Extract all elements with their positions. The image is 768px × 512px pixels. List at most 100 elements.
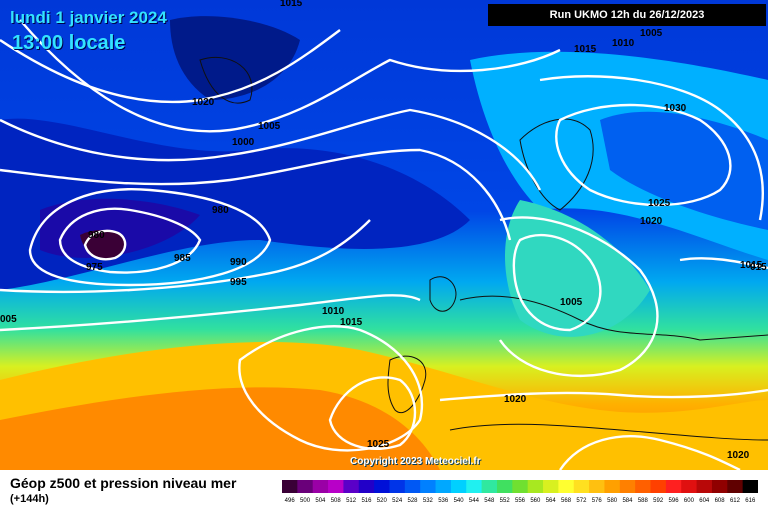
isobar-line [328,376,417,450]
z500-russia-low [600,111,768,230]
scale-swatch [589,480,605,493]
isobar-label: 990 [230,257,247,268]
scale-label: 508 [331,498,342,504]
scale-label: 540 [454,498,465,504]
scale-label: 528 [408,498,419,504]
scale-label: 588 [638,498,649,504]
isobar-line [0,148,512,241]
scale-label: 552 [500,498,511,504]
scale-label: 496 [285,498,296,504]
isobar-label: 1015 [740,260,763,271]
isobar-label: 995 [230,277,247,288]
scale-swatch [711,480,728,493]
isobar-label: 1020 [192,97,215,108]
coastline-britain [429,276,457,312]
isobar-label: 980 [88,230,105,241]
scale-label: 500 [300,498,311,504]
isobar-label: 985 [174,253,191,264]
isobar-line [555,103,732,207]
isobar-label: 1005 [258,121,281,132]
scale-swatch [297,480,314,493]
scale-label: 520 [377,498,388,504]
scale-swatch [496,480,513,493]
isobar-line [679,257,768,270]
isobar-line [439,388,768,402]
isobar-label: 015 [750,262,767,273]
scale-swatch [466,480,483,493]
scale-label: 524 [392,498,403,504]
scale-swatch [619,480,636,493]
scale-label: 576 [592,498,603,504]
isobar-line [238,325,424,452]
scale-label: 572 [576,498,587,504]
scale-label: 512 [346,498,357,504]
run-info-banner: Run UKMO 12h du 26/12/2023 [488,4,766,26]
scale-swatch [604,480,621,493]
forecast-time: 13:00 locale [12,32,126,54]
scale-swatch [573,480,590,493]
legend-subtitle: (+144h) [10,493,49,505]
isobar-label: 1020 [640,216,663,227]
isobar-label: 1015 [340,317,363,328]
scale-label: 616 [745,498,756,504]
scale-swatch [481,480,498,493]
isobar-line [559,435,741,470]
isobar-label: 1015 [574,44,597,55]
isobar-label: 1005 [560,297,583,308]
scale-swatch [328,480,344,493]
scale-label: 516 [361,498,372,504]
coastline-africa [449,423,768,441]
scale-swatch [450,480,467,493]
isobar-label: 1020 [504,394,527,405]
isobar-label: 1010 [322,306,345,317]
scale-label: 608 [715,498,726,504]
scale-label: 532 [423,498,434,504]
isobar-line [58,207,202,274]
scale-label: 596 [669,498,680,504]
isobar-label: 1015 [280,0,303,9]
scale-label: 548 [484,498,495,504]
map-area: 1015 1010 1005 1015 1020 1030 1005 1000 … [0,0,768,470]
isobar-line [539,75,764,221]
scale-swatch [282,480,298,493]
isobar-label: 1010 [612,38,635,49]
isobar-line [512,233,602,332]
isobar-line [19,19,561,133]
z500-deep-low [40,198,200,258]
isobar-label: 005 [0,314,17,325]
isobar-line [499,216,659,378]
color-scale: 496 500 504 508 512 516 520 524 528 532 536 540 544 5… [282,480,758,504]
scale-label: 584 [622,498,633,504]
scale-swatch [404,480,421,493]
scale-swatch [343,480,360,493]
scale-label: 604 [699,498,710,504]
isobar-line [83,229,127,261]
scale-swatch [420,480,437,493]
isobar-line [0,29,341,104]
isobar-line [0,219,371,294]
legend-title: Géop z500 et pression niveau mer [10,475,237,491]
isobar-label: 1000 [232,137,255,148]
scale-label: 504 [315,498,326,504]
scale-swatch [543,480,559,493]
scale-label: 612 [730,498,741,504]
coastlines [199,56,768,441]
copyright-text: Copyright 2023 Meteociel.fr [350,456,481,467]
scale-swatch [527,480,544,493]
scale-swatch [742,480,758,493]
scale-swatch [312,480,329,493]
scale-label: 600 [684,498,695,504]
scale-label: 536 [438,498,449,504]
scale-label: 580 [607,498,618,504]
isobar-label: 1020 [727,450,750,461]
scale-swatch [681,480,698,493]
scale-swatch [665,480,682,493]
isobars [0,19,768,470]
isobar-label: 1025 [648,198,671,209]
scale-label: 564 [546,498,557,504]
coastline-europe [459,295,768,341]
isobar-label: 1005 [640,28,663,39]
scale-swatch [389,480,406,493]
scale-swatch [358,480,375,493]
